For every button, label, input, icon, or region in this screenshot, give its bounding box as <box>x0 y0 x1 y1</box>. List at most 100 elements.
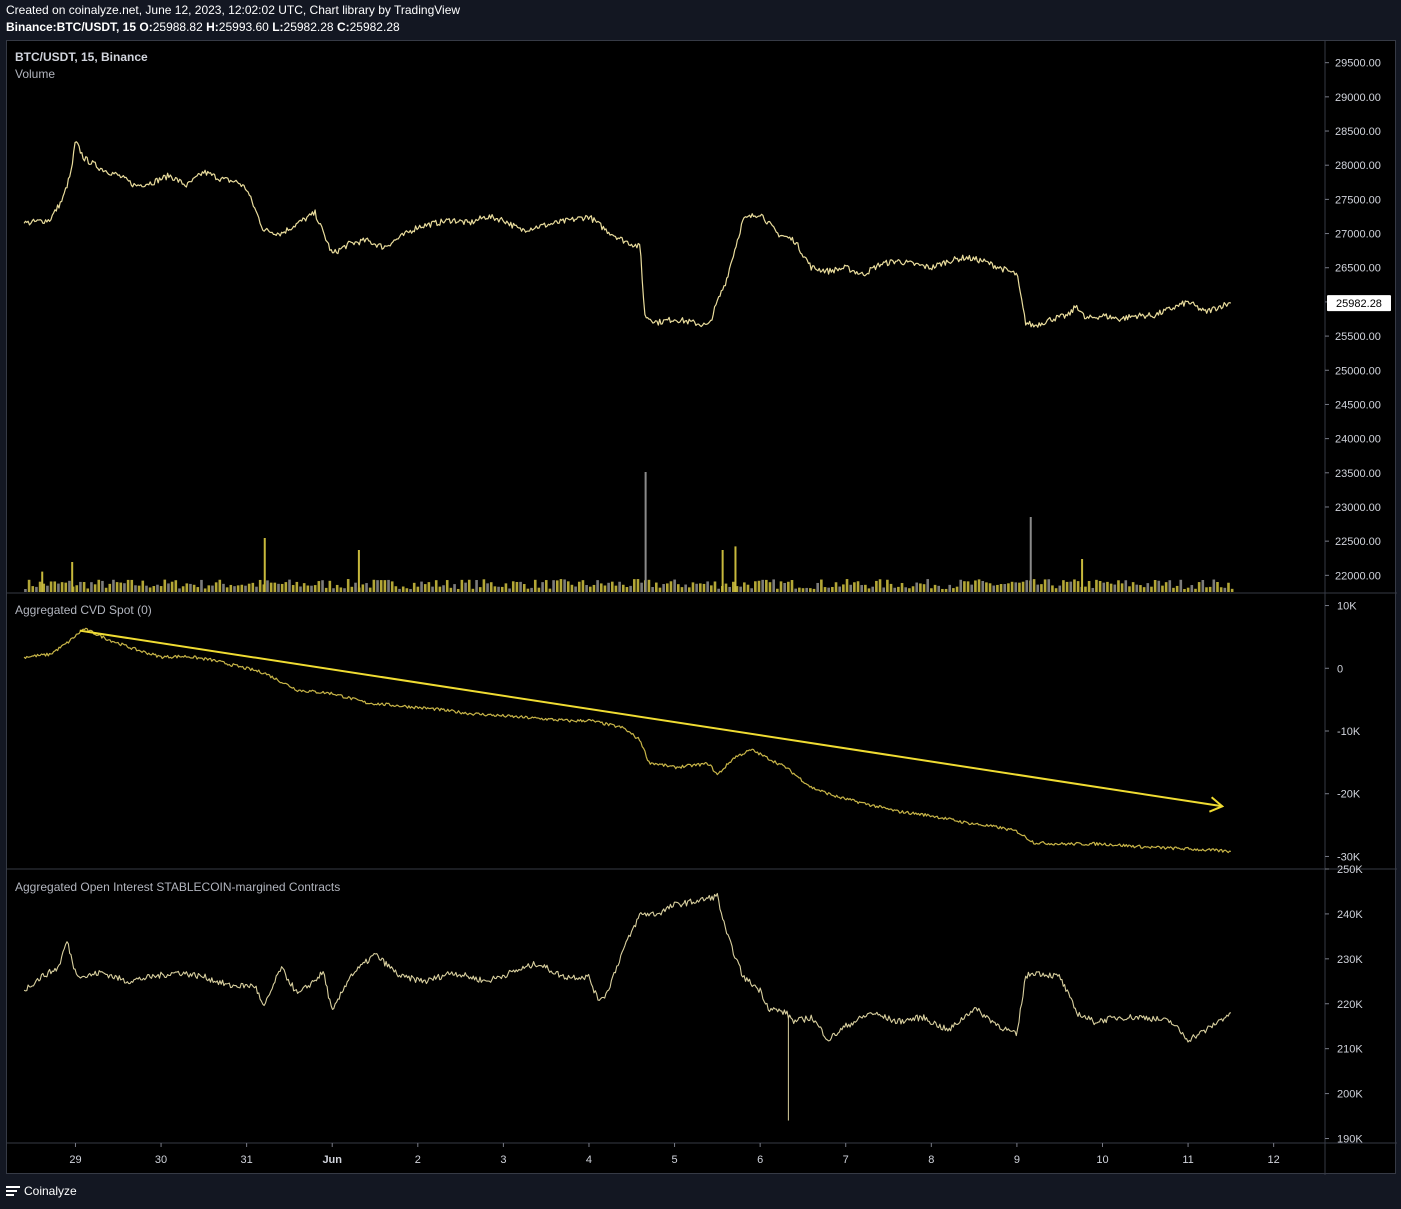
volume-bar <box>515 581 519 592</box>
volume-bar <box>1036 584 1040 592</box>
symbol-label: Binance:BTC/USDT, 15 <box>6 20 137 34</box>
price-pane-title: BTC/USDT, 15, Binance <box>15 50 148 64</box>
volume-bar <box>1091 587 1095 592</box>
time-tick-label: 3 <box>500 1154 506 1166</box>
volume-bar <box>310 585 313 592</box>
volume-bar <box>456 588 460 592</box>
volume-bar <box>761 579 764 592</box>
volume-bar <box>831 586 834 592</box>
volume-bar <box>1227 582 1230 592</box>
price-tick-label: 27500.00 <box>1335 194 1381 206</box>
volume-bar <box>53 581 57 592</box>
volume-bar <box>680 587 684 592</box>
time-tick-label: 2 <box>415 1154 421 1166</box>
volume-bar <box>1212 579 1216 592</box>
volume-bar <box>926 579 930 592</box>
open-label: O: <box>139 20 153 34</box>
volume-bar <box>875 580 878 592</box>
volume-spike-bar <box>644 472 647 592</box>
volume-bar <box>167 583 170 592</box>
volume-spike-bar <box>263 538 266 592</box>
volume-bar <box>123 583 126 592</box>
volume-bar <box>192 584 196 592</box>
volume-bar <box>75 585 79 592</box>
volume-bar <box>1054 588 1058 592</box>
volume-bar <box>966 581 970 592</box>
volume-bar <box>1197 582 1201 592</box>
volume-bar <box>93 584 97 592</box>
cvd-series-line <box>23 627 1232 854</box>
volume-bar <box>1150 586 1153 592</box>
volume-bar <box>1172 587 1175 592</box>
volume-bar <box>405 588 409 592</box>
volume-bar <box>599 583 603 592</box>
volume-bar <box>941 588 944 592</box>
volume-bar <box>38 581 42 592</box>
time-tick-label: 12 <box>1268 1154 1280 1166</box>
price-tick-label: 29000.00 <box>1335 92 1381 104</box>
volume-bar <box>108 583 112 592</box>
volume-bar <box>710 585 713 592</box>
volume-bar <box>427 582 431 592</box>
volume-bar <box>460 579 464 592</box>
volume-bar <box>240 584 244 592</box>
volume-bar <box>27 579 31 592</box>
oi-pane-title: Aggregated Open Interest STABLECOIN-marg… <box>15 880 341 894</box>
volume-bar <box>225 587 229 592</box>
volume-bar <box>156 584 159 592</box>
volume-bar <box>541 582 544 592</box>
volume-bar <box>555 580 559 592</box>
chart-frame[interactable]: 29500.00 29000.00 28500.00 28000.00 27500.00… <box>6 40 1397 1175</box>
volume-bar <box>985 582 988 592</box>
volume-bar <box>820 579 823 592</box>
volume-bar <box>434 580 438 592</box>
footer-brand[interactable]: Coinalyze <box>6 1184 77 1198</box>
low-value: 25982.28 <box>283 20 334 34</box>
header-created: Created on coinalyze.net, June 12, 2023,… <box>6 3 461 17</box>
volume-bar <box>1106 581 1109 592</box>
volume-bar <box>621 584 625 592</box>
volume-bar <box>493 586 497 592</box>
volume-bar <box>779 581 783 592</box>
volume-spike-bar <box>721 550 724 592</box>
volume-bar <box>412 582 416 592</box>
volume-bar <box>416 586 420 592</box>
low-label: L: <box>272 20 284 34</box>
volume-spike-bar <box>41 571 44 592</box>
volume-bar <box>588 586 592 592</box>
volume-bar <box>1223 587 1227 592</box>
volume-bar <box>170 581 174 592</box>
volume-bar <box>291 585 295 592</box>
volume-bar <box>119 582 123 592</box>
volume-bar <box>1095 579 1098 592</box>
volume-bar <box>1003 584 1007 592</box>
volume-bar <box>350 586 354 592</box>
volume-bar <box>178 588 181 592</box>
volume-bar <box>1157 580 1161 592</box>
volume-bar <box>471 588 475 592</box>
trend-arrow-line <box>79 629 1223 808</box>
volume-bar <box>673 579 676 592</box>
volume-bar <box>464 582 467 592</box>
price-tick-label: 25000.00 <box>1335 365 1381 377</box>
volume-bar <box>654 582 658 592</box>
time-tick-label: 11 <box>1182 1154 1193 1166</box>
volume-bar <box>662 584 665 592</box>
volume-bar <box>211 585 214 592</box>
volume-bar <box>897 586 900 592</box>
volume-bar <box>827 587 830 592</box>
volume-bar <box>581 580 585 592</box>
volume-bar <box>948 584 952 592</box>
volume-bar <box>647 579 651 592</box>
chart-canvas[interactable]: 29500.00 29000.00 28500.00 28000.00 27500.00… <box>7 41 1397 1175</box>
volume-bar <box>126 579 130 592</box>
volume-bar <box>1058 585 1062 592</box>
volume-bar <box>838 586 841 592</box>
volume-bar <box>834 582 838 592</box>
volume-bar <box>570 584 574 592</box>
volume-bar <box>893 587 897 592</box>
volume-bar <box>1047 579 1051 592</box>
open-value: 25988.82 <box>152 20 203 34</box>
volume-bar <box>878 579 882 592</box>
volume-bar <box>856 581 860 592</box>
